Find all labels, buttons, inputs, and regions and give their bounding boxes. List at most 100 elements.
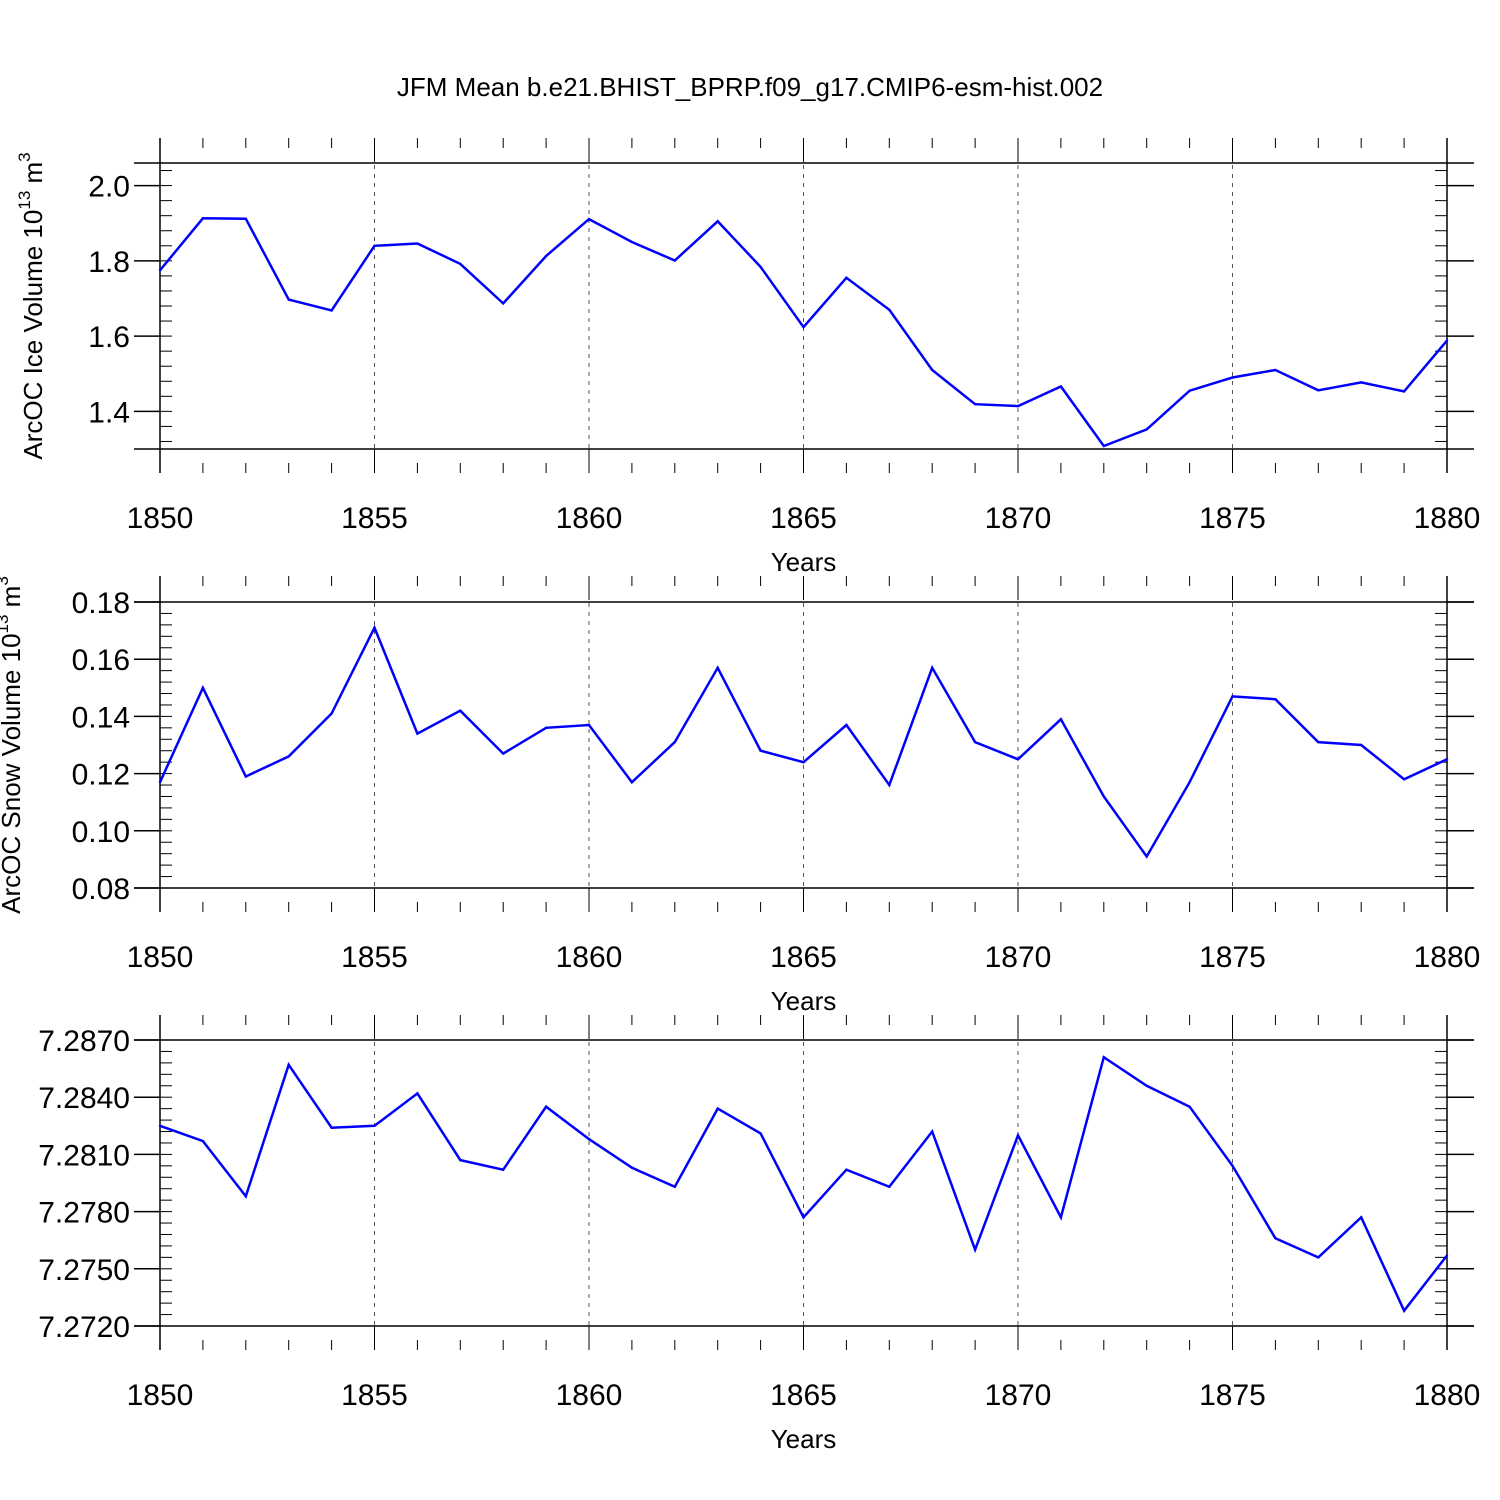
data-point [630,240,634,244]
data-point [888,1185,891,1189]
x-tick-label: 1880 [1414,502,1481,535]
x-tick-label: 1870 [985,1379,1052,1412]
x-tick-label: 1855 [341,502,408,535]
data-point [1145,855,1148,858]
data-point [1145,1084,1148,1087]
data-point [1231,376,1234,379]
panel-3: 7.2720 7.2750 7.2780 7.2810 7.2840 7.2870 1850… [38,1015,1480,1454]
data-point [1059,718,1063,721]
data-point [1059,385,1063,388]
data-point [1145,428,1148,431]
data-point [1317,1256,1320,1259]
data-point [201,686,205,689]
data-point [888,783,891,787]
data-point [802,760,805,764]
x-axis-label: Years [771,547,837,577]
data-point [716,1107,719,1110]
data-point [373,626,376,629]
y-tick-label: 7.2840 [38,1082,130,1115]
data-point [845,723,848,727]
data-point [1317,740,1320,744]
data-point [158,269,162,272]
data-point [287,1063,290,1066]
data-point [502,752,505,755]
data-point [1231,1164,1234,1168]
data-point [502,1168,505,1171]
data-point [459,262,462,266]
y-tick-label: 0.16 [72,644,130,677]
data-point [973,740,977,744]
chart-title: JFM Mean b.e21.BHIST_BPRP.f09_g17.CMIP6-… [397,72,1103,102]
data-point [201,217,205,220]
data-point [673,259,676,262]
panel-1: 1.4 1.6 1.8 2.0 1850 1855 1860 1865 1870 1875 1880… [15,138,1480,577]
data-point [1016,758,1020,761]
data-point [931,368,934,372]
data-point [158,780,162,784]
data-point [287,298,290,301]
panels: 1.4 1.6 1.8 2.0 1850 1855 1860 1865 1870 1875 1880… [0,138,1480,1454]
data-point [416,1092,419,1095]
data-point [888,308,891,311]
data-point [1059,1216,1063,1219]
y-tick-label: 7.2870 [38,1025,130,1058]
data-point [244,217,247,220]
y-axis-label-text: ArcOC Ice Volume 10 [18,210,48,460]
data-point [759,749,762,752]
y-tick-label: 1.8 [88,246,130,279]
x-tick-label: 1875 [1199,502,1266,535]
data-point [931,666,934,669]
data-point [459,1158,462,1162]
data-point [330,712,333,715]
data-point [330,1126,333,1129]
x-tick-label: 1860 [556,1379,623,1412]
data-point [931,1130,934,1133]
data-point [544,254,548,258]
data-point [973,1248,977,1251]
data-point [587,1137,591,1141]
panel-2: 0.08 0.10 0.12 0.14 0.16 0.18 1850 1855 1860 1865… [0,576,1480,1016]
y-tick-label: 7.2720 [38,1311,130,1344]
x-axis-label: Years [771,1424,837,1454]
y-axis-label-unit-exp: 3 [15,152,34,161]
x-tick-label: 1875 [1199,941,1266,974]
data-point [1274,698,1277,701]
data-point [845,276,848,279]
data-point [1317,389,1320,392]
data-point [1188,780,1191,784]
data-point [1102,444,1106,448]
data-point [1360,743,1363,747]
data-point [1445,339,1449,342]
data-point [244,775,247,778]
data-point [201,1139,205,1143]
data-point [1016,404,1020,408]
y-tick-label: 2.0 [88,171,130,204]
y-axis-label-exp: 13 [15,191,34,210]
data-point [630,1166,634,1169]
data-point [1445,1254,1449,1257]
data-point [845,1168,848,1171]
x-tick-label: 1870 [985,941,1052,974]
data-point [1402,778,1406,781]
data-point [502,302,505,305]
x-tick-label: 1865 [770,502,837,535]
data-point [1231,695,1234,698]
y-tick-label: 1.4 [88,396,130,429]
x-tick-label: 1870 [985,502,1052,535]
data-point [759,265,762,269]
data-point [1274,368,1277,372]
data-point [802,1216,805,1219]
data-point [1102,1055,1106,1059]
data-point [373,1124,376,1128]
data-point [802,325,805,329]
y-axis-label-text: ArcOC Snow Volume 10 [0,633,26,913]
data-point [716,666,719,669]
y-tick-label: 0.18 [72,587,130,620]
x-tick-label: 1865 [770,941,837,974]
y-tick-label: 7.2810 [38,1139,130,1172]
data-point [716,220,719,223]
y-tick-label: 1.6 [88,321,130,354]
y-tick-label: 0.08 [72,873,130,906]
data-point [244,1195,247,1198]
data-point [544,1105,548,1108]
